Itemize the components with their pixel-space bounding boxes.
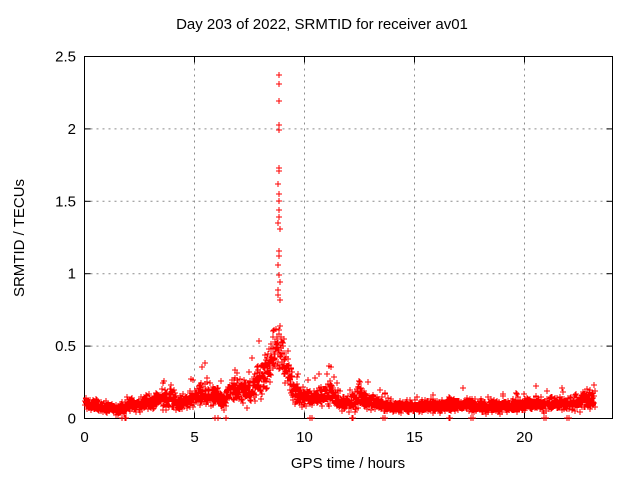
plot-border xyxy=(84,56,613,419)
axis-ticks xyxy=(84,56,613,419)
y-tick-label: 1 xyxy=(68,266,76,283)
x-tick-label: 5 xyxy=(190,429,198,446)
x-tick-label: 20 xyxy=(516,429,533,446)
scatter-plus-markers xyxy=(82,72,598,421)
x-tick-label: 10 xyxy=(296,429,313,446)
x-axis-label: GPS time / hours xyxy=(291,455,405,472)
x-tick-labels: 0 5 10 15 20 xyxy=(80,429,533,446)
y-tick-label: 1.5 xyxy=(55,193,76,210)
gridlines xyxy=(84,56,613,419)
y-tick-label: 0 xyxy=(68,411,76,428)
x-tick-label: 0 xyxy=(80,429,88,446)
x-tick-label: 15 xyxy=(406,429,423,446)
y-tick-label: 2 xyxy=(68,121,76,138)
y-tick-label: 2.5 xyxy=(55,49,76,66)
y-axis-label: SRMTID / TECUs xyxy=(11,179,28,297)
y-tick-label: 0.5 xyxy=(55,338,76,355)
chart-title: Day 203 of 2022, SRMTID for receiver av0… xyxy=(176,16,468,33)
y-tick-labels: 0 0.5 1 1.5 2 2.5 xyxy=(55,49,76,428)
data-points xyxy=(82,72,598,421)
